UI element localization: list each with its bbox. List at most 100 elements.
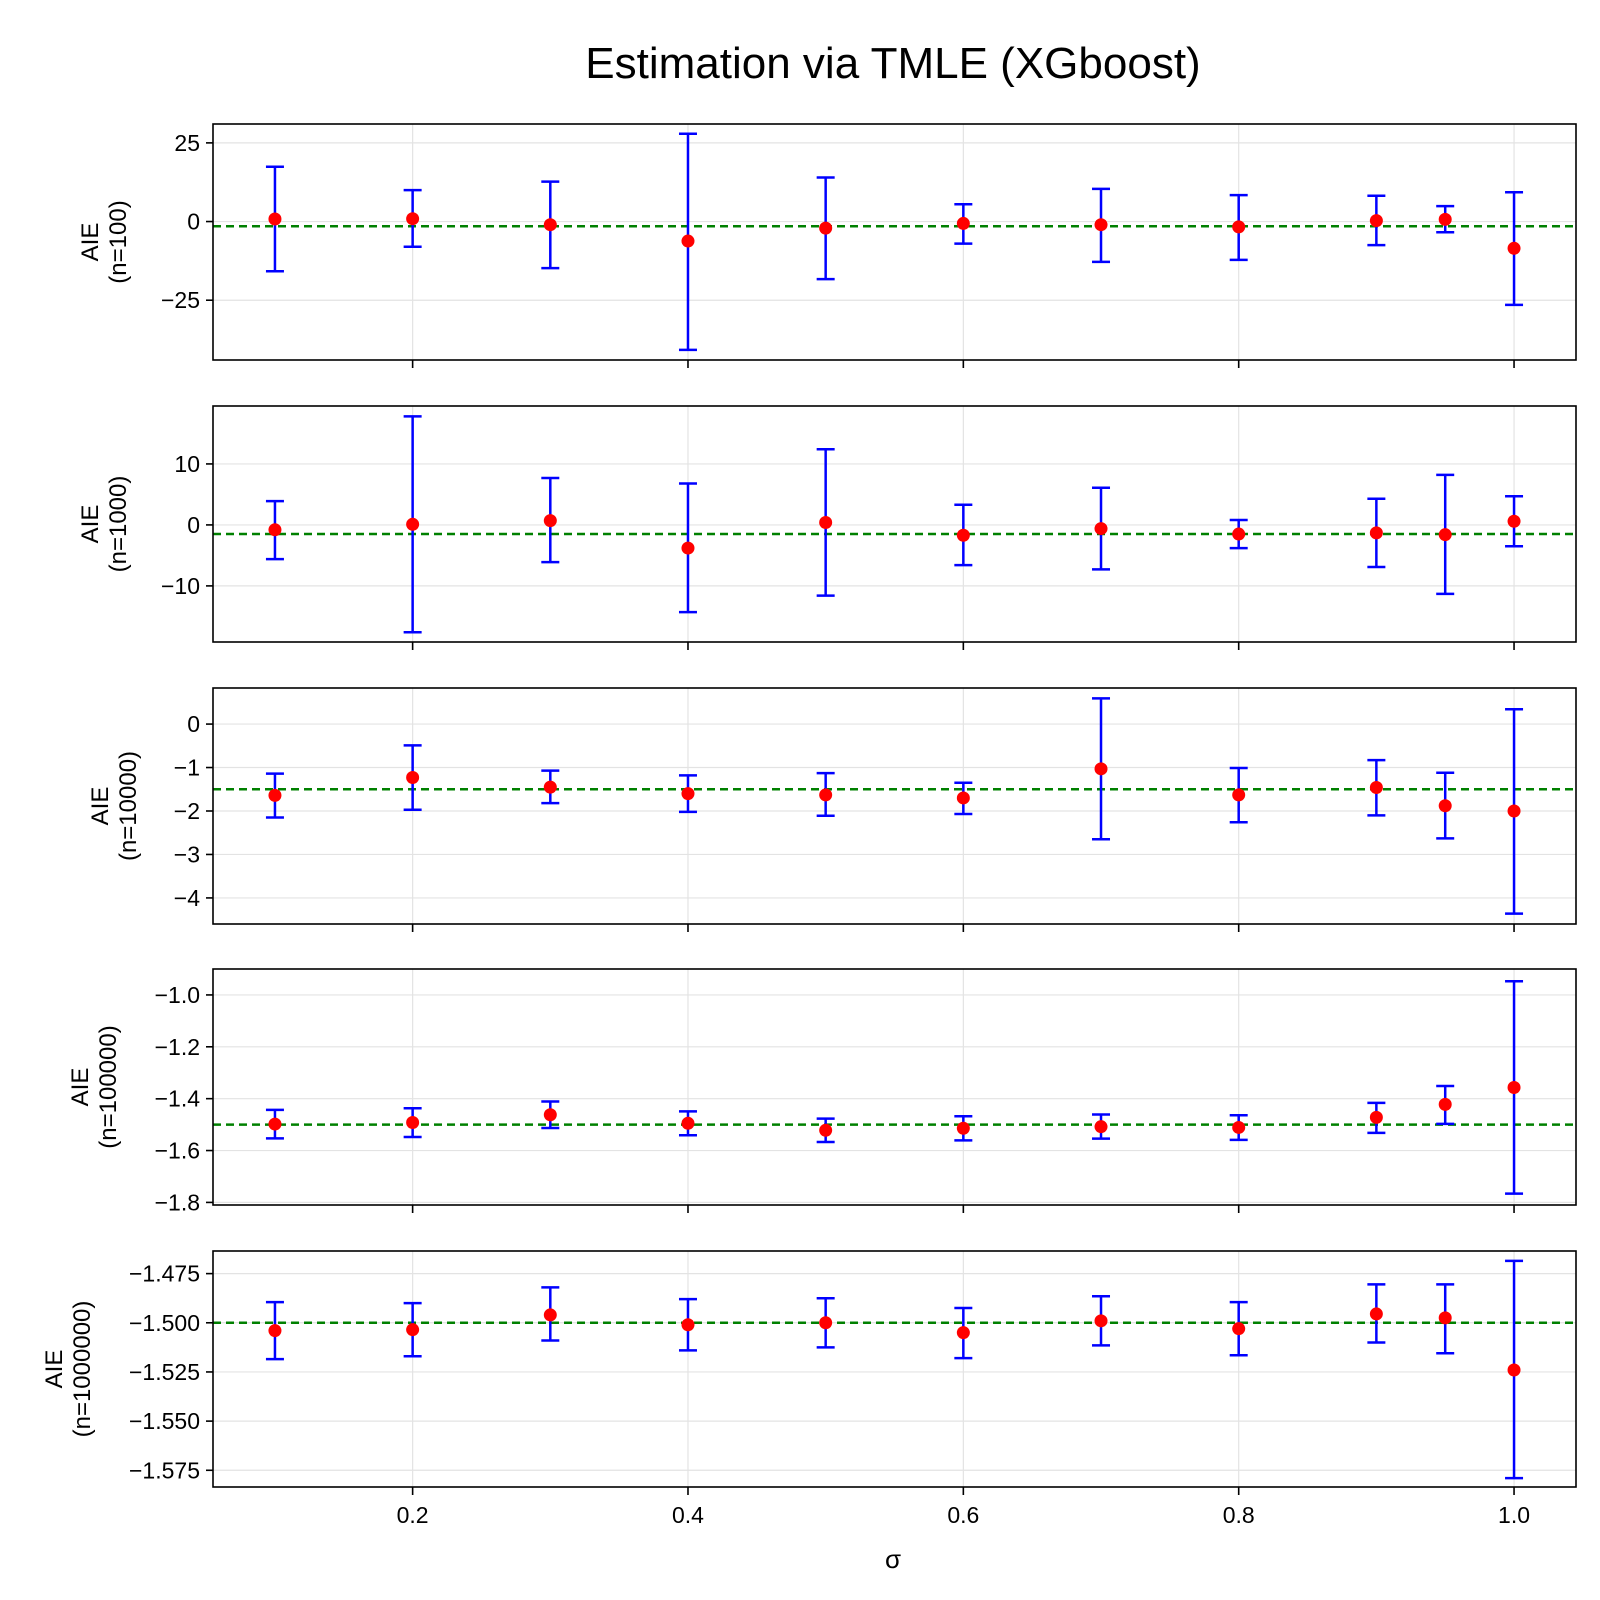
y-axis-label: AIE(n=100) xyxy=(77,200,132,283)
data-point xyxy=(1369,781,1383,795)
data-point xyxy=(1094,1120,1108,1134)
y-tick-label: −2 xyxy=(174,798,200,824)
plot-frame xyxy=(212,968,1577,1206)
data-point xyxy=(1232,1322,1246,1336)
data-point xyxy=(1232,788,1246,802)
data-point xyxy=(1438,528,1452,542)
y-tick-label: −1.525 xyxy=(129,1359,200,1385)
y-tick-label: −1.2 xyxy=(155,1034,200,1060)
y-tick-label: 25 xyxy=(174,130,200,156)
y-axis-label: AIE(n=1000) xyxy=(77,476,132,573)
plot-frame xyxy=(212,687,1577,925)
y-axis-label-line1: AIE xyxy=(67,1068,94,1107)
y-tick-label: −3 xyxy=(174,841,200,867)
y-axis-label-line1: AIE xyxy=(77,505,104,544)
data-point xyxy=(543,218,557,232)
data-point xyxy=(1507,1363,1521,1377)
data-point xyxy=(1507,514,1521,528)
y-tick-label: −25 xyxy=(161,287,200,313)
y-axis-label-line2: (n=10000) xyxy=(115,751,142,861)
data-point xyxy=(681,787,695,801)
y-tick-label: 0 xyxy=(187,711,200,737)
y-axis-label-line2: (n=1000) xyxy=(105,476,132,573)
x-tick-label: 0.4 xyxy=(672,1502,704,1528)
data-point xyxy=(543,780,557,794)
y-tick-label: 10 xyxy=(174,451,200,477)
x-tick-label: 1.0 xyxy=(1498,1502,1530,1528)
data-point xyxy=(1369,526,1383,540)
data-point xyxy=(819,1316,833,1330)
data-point xyxy=(406,212,420,226)
x-axis-label: σ xyxy=(885,1544,901,1574)
data-point xyxy=(268,1324,282,1338)
y-tick-label: −10 xyxy=(161,573,200,599)
data-point xyxy=(543,514,557,528)
data-point xyxy=(681,541,695,555)
y-axis-label: AIE(n=100000) xyxy=(67,1025,122,1148)
data-point xyxy=(543,1308,557,1322)
data-point xyxy=(681,234,695,248)
data-point xyxy=(406,771,420,785)
y-axis-label: AIE(n=1000000) xyxy=(41,1301,96,1438)
data-point xyxy=(1507,241,1521,255)
chart-title: Estimation via TMLE (XGboost) xyxy=(585,39,1200,88)
x-tick-label: 0.8 xyxy=(1223,1502,1255,1528)
y-tick-label: −1.575 xyxy=(129,1457,200,1483)
data-point xyxy=(819,221,833,235)
y-tick-label: −1.4 xyxy=(155,1086,201,1112)
data-point xyxy=(956,1121,970,1135)
data-point xyxy=(406,1116,420,1130)
y-tick-label: −4 xyxy=(174,885,200,911)
data-point xyxy=(543,1108,557,1122)
y-axis-label-line2: (n=100000) xyxy=(95,1025,122,1148)
data-point xyxy=(406,517,420,531)
data-point xyxy=(1438,1097,1452,1111)
panels: 250−25AIE(n=100)100−10AIE(n=1000)0−1−2−3… xyxy=(41,123,1577,1528)
data-point xyxy=(268,212,282,226)
y-tick-label: −1.6 xyxy=(155,1138,200,1164)
data-point xyxy=(1507,804,1521,818)
data-point xyxy=(1094,1314,1108,1328)
panel-3: 0 −1 −2 −3 −4 AIE(n=10000) xyxy=(87,687,1577,932)
data-point xyxy=(1369,1307,1383,1321)
data-point xyxy=(1438,212,1452,226)
x-tick-label: 0.2 xyxy=(397,1502,429,1528)
data-point xyxy=(956,528,970,542)
y-tick-label: −1.0 xyxy=(155,982,200,1008)
data-point xyxy=(1232,220,1246,234)
data-point xyxy=(406,1323,420,1337)
data-point xyxy=(268,1117,282,1131)
y-axis-label-line1: AIE xyxy=(41,1350,68,1389)
data-point xyxy=(956,216,970,230)
panel-2: 10 0 −10 AIE(n=1000) xyxy=(77,405,1577,650)
data-point xyxy=(956,1326,970,1340)
y-tick-label: −1 xyxy=(174,755,200,781)
y-axis-label-line2: (n=100) xyxy=(105,200,132,283)
panel-1: 25 0 −25 AIE(n=100) xyxy=(77,123,1577,368)
data-point xyxy=(819,1123,833,1137)
data-point xyxy=(1094,762,1108,776)
x-tick-label: 0.6 xyxy=(947,1502,979,1528)
y-tick-label: 0 xyxy=(187,209,200,235)
y-tick-label: 0 xyxy=(187,512,200,538)
data-point xyxy=(1369,1110,1383,1124)
data-point xyxy=(1232,527,1246,541)
y-axis-label-line1: AIE xyxy=(87,787,114,826)
panel-4: −1.0 −1.2 −1.4 −1.6 −1.8 AIE(n=100000) xyxy=(67,968,1577,1215)
data-point xyxy=(1094,218,1108,232)
y-axis-label-line2: (n=1000000) xyxy=(69,1301,96,1438)
data-point xyxy=(268,523,282,537)
data-point xyxy=(1094,522,1108,536)
data-point xyxy=(819,788,833,802)
y-tick-label: −1.8 xyxy=(155,1189,200,1215)
data-point xyxy=(1232,1120,1246,1134)
y-tick-label: −1.500 xyxy=(129,1310,200,1336)
plot-frame xyxy=(212,123,1577,361)
panel-5: −1.475 −1.500 −1.525 −1.550 −1.575 AIE(n=1000… xyxy=(41,1250,1577,1495)
data-point xyxy=(1438,799,1452,813)
y-tick-label: −1.550 xyxy=(129,1408,200,1434)
data-point xyxy=(681,1116,695,1130)
y-tick-label: −1.475 xyxy=(129,1261,200,1287)
data-point xyxy=(819,515,833,529)
